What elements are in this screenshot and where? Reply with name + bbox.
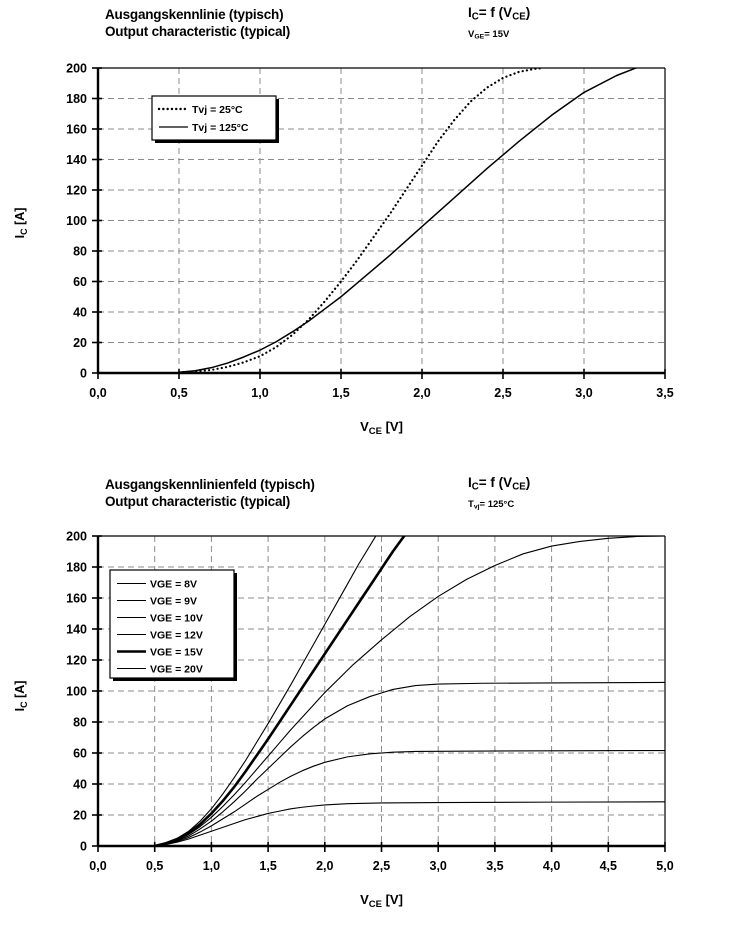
chart1-x-tick-label: 1,5 xyxy=(332,386,349,400)
chart1-y-tick-label: 20 xyxy=(73,336,87,350)
chart2-y-tick-label: 200 xyxy=(66,530,87,544)
figure-2-title-block: Ausgangskennlinienfeld (typisch) Output … xyxy=(105,476,315,510)
chart2-svg: 0 20 40 60 80 100 120 140 160 180 200 0,0 0,5 1,0 1,5 2… xyxy=(13,530,674,911)
chart1-x-tick-label: 0,5 xyxy=(170,386,187,400)
chart2-y-tick-labels: 0 20 40 60 80 100 120 140 160 180 200 xyxy=(66,530,87,854)
chart2-series-line xyxy=(154,749,665,846)
chart2-y-tick-label: 120 xyxy=(66,654,87,668)
chart2-y-tick-label: 40 xyxy=(73,778,87,792)
chart2-x-tick-label: 2,0 xyxy=(316,859,333,873)
chart2-x-tick-label: 0,5 xyxy=(146,859,163,873)
chart1-svg: 0 20 40 60 80 100 120 140 160 180 200 0,0 0,5 1,0 1,5 2… xyxy=(13,62,674,438)
chart1-x-tick-label: 3,0 xyxy=(575,386,592,400)
chart1-x-tick-label: 3,5 xyxy=(656,386,673,400)
chart2-x-tick-label: 1,0 xyxy=(203,859,220,873)
chart1-y-tick-label: 60 xyxy=(73,275,87,289)
chart2-legend: VGE = 8V VGE = 9V VGE = 10V VGE = 12V VGE = … xyxy=(109,569,237,681)
chart1-y-axis-title: IC [A] xyxy=(13,208,29,239)
chart2-x-tick-label: 3,5 xyxy=(486,859,503,873)
chart2-x-tick-label: 4,5 xyxy=(600,859,617,873)
chart2-y-tick-label: 0 xyxy=(80,840,87,854)
chart2-y-tick-label: 140 xyxy=(66,623,87,637)
chart1-y-tick-labels: 0 20 40 60 80 100 120 140 160 180 200 xyxy=(66,62,87,381)
chart2-legend-label: VGE = 8V xyxy=(150,578,197,590)
chart2-series-line xyxy=(153,536,406,846)
chart2-series-line xyxy=(154,681,665,846)
chart1-x-axis-title: VCE [V] xyxy=(360,419,403,437)
chart2-ticks xyxy=(92,535,666,852)
chart2-legend-label: VGE = 12V xyxy=(150,629,203,641)
figure-1-title-block: Ausgangskennlinie (typisch) Output chara… xyxy=(105,6,290,40)
chart1-legend: Tvj = 25°C Tvj = 125°C xyxy=(151,95,279,143)
chart2-y-tick-label: 60 xyxy=(73,747,87,761)
figure-2-plot: 0 20 40 60 80 100 120 140 160 180 200 0,0 0,5 1,0 1,5 2… xyxy=(0,518,740,933)
chart1-series-group xyxy=(177,68,637,373)
chart2-x-tick-label: 0,0 xyxy=(89,859,106,873)
chart2-series-line xyxy=(154,536,377,846)
figure-1-header: Ausgangskennlinie (typisch) Output chara… xyxy=(0,0,740,48)
chart1-x-tick-label: 1,0 xyxy=(251,386,268,400)
figure-2-header: Ausgangskennlinienfeld (typisch) Output … xyxy=(0,470,740,518)
chart2-y-tick-label: 20 xyxy=(73,809,87,823)
chart2-legend-label: VGE = 9V xyxy=(150,595,197,607)
chart2-x-tick-label: 3,0 xyxy=(430,859,447,873)
figure-2-title-de: Ausgangskennlinienfeld (typisch) xyxy=(105,477,315,492)
chart1-y-tick-label: 200 xyxy=(66,62,87,76)
chart1-y-tick-label: 120 xyxy=(66,184,87,198)
figure-1-title-en: Output characteristic (typical) xyxy=(105,24,291,39)
chart1-y-tick-label: 160 xyxy=(66,123,87,137)
chart2-y-tick-label: 160 xyxy=(66,592,87,606)
chart1-legend-label: Tvj = 25°C xyxy=(192,104,243,116)
figure-2-condition-main: IC= f (VCE) xyxy=(468,475,531,493)
chart1-x-tick-labels: 0,0 0,5 1,0 1,5 2,0 2,5 3,0 3,5 xyxy=(89,386,673,400)
figure-2-title-en: Output characteristic (typical) xyxy=(105,494,291,509)
chart1-y-tick-label: 180 xyxy=(66,92,87,106)
chart1-ticks xyxy=(92,67,666,379)
chart1-y-tick-label: 80 xyxy=(73,245,87,259)
chart1-y-tick-label: 100 xyxy=(66,214,87,228)
chart2-series-line xyxy=(154,801,665,846)
figure-1-title-de: Ausgangskennlinie (typisch) xyxy=(105,7,284,22)
figure-1-condition-block: IC= f (VCE) VGE= 15V xyxy=(468,4,530,45)
figure-output-characteristic-family: Ausgangskennlinienfeld (typisch) Output … xyxy=(0,470,740,937)
figure-2-condition-block: IC= f (VCE) Tvj= 125°C xyxy=(468,474,530,515)
chart1-x-tick-label: 2,0 xyxy=(413,386,430,400)
chart1-y-tick-label: 0 xyxy=(80,367,87,381)
chart2-y-tick-label: 80 xyxy=(73,716,87,730)
chart2-y-axis-title: IC [A] xyxy=(13,681,29,712)
chart2-series-group xyxy=(153,536,665,846)
chart2-legend-label: VGE = 10V xyxy=(150,612,203,624)
figure-1-plot: 0 20 40 60 80 100 120 140 160 180 200 0,0 0,5 1,0 1,5 2… xyxy=(0,48,740,448)
chart2-x-tick-label: 2,5 xyxy=(373,859,390,873)
chart2-x-axis-title: VCE [V] xyxy=(360,892,403,910)
chart1-x-tick-label: 2,5 xyxy=(494,386,511,400)
figure-2-condition-sub: Tvj= 125°C xyxy=(468,499,515,512)
chart1-y-tick-label: 140 xyxy=(66,153,87,167)
chart2-x-tick-labels: 0,0 0,5 1,0 1,5 2,0 2,5 3,0 3,5 4,0 4,5 5,0 xyxy=(89,859,673,873)
chart2-y-tick-label: 180 xyxy=(66,561,87,575)
chart1-x-tick-label: 0,0 xyxy=(89,386,106,400)
chart2-x-tick-label: 4,0 xyxy=(543,859,560,873)
chart2-legend-label: VGE = 15V xyxy=(150,646,203,658)
figure-1-condition-main: IC= f (VCE) xyxy=(468,5,531,23)
chart2-x-tick-label: 1,5 xyxy=(259,859,276,873)
chart2-x-tick-label: 5,0 xyxy=(656,859,673,873)
chart1-series-line xyxy=(178,68,637,373)
figure-output-characteristic-single: Ausgangskennlinie (typisch) Output chara… xyxy=(0,0,740,455)
figure-1-condition-sub: VGE= 15V xyxy=(468,29,510,42)
chart1-legend-label: Tvj = 125°C xyxy=(192,122,249,134)
chart1-y-tick-label: 40 xyxy=(73,306,87,320)
chart2-y-tick-label: 100 xyxy=(66,685,87,699)
chart2-series-line xyxy=(154,536,665,846)
chart2-legend-label: VGE = 20V xyxy=(150,663,203,675)
